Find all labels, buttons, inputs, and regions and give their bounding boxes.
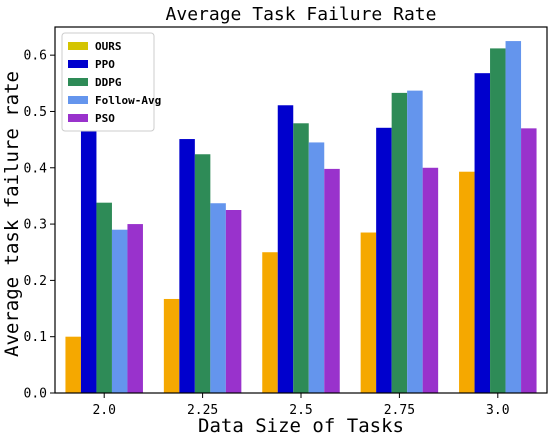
bar-ddpg-0 (96, 202, 112, 393)
bar-ppo-0 (80, 121, 97, 393)
plot-area: 0.0 0.1 0.2 0.3 0.4 0.5 0.6 2.0 2.25 2.5 2.75 3.0 (24, 26, 548, 418)
x-tick-label: 2.75 (384, 403, 415, 418)
legend-label: PSO (95, 112, 115, 125)
bar-ddpg-3 (391, 92, 408, 393)
bar-ppo-2 (277, 105, 294, 393)
y-tick-label: 0.2 (24, 274, 47, 289)
x-tick-label: 2.0 (92, 403, 115, 418)
bar-ddpg-1 (194, 154, 211, 393)
y-tick-label: 0.0 (24, 387, 47, 402)
legend-swatch (68, 114, 88, 122)
legend-label: Follow-Avg (95, 94, 161, 107)
bar-ppo-4 (474, 73, 491, 394)
y-tick-label: 0.5 (24, 105, 47, 120)
x-tick-label: 2.5 (289, 403, 312, 418)
bar-follow-avg-0 (111, 229, 128, 393)
legend-swatch (68, 78, 88, 86)
legend-label: PPO (95, 58, 115, 71)
bar-pso-4 (521, 128, 537, 393)
bar-ppo-1 (179, 139, 195, 393)
chart-title: Average Task Failure Rate (166, 4, 437, 25)
y-axis-title: Average task failure rate (1, 71, 23, 357)
bar-ppo-3 (376, 127, 392, 393)
bar-follow-avg-1 (210, 203, 226, 393)
legend-swatch (68, 96, 88, 104)
y-tick-label: 0.1 (24, 330, 47, 345)
bar-pso-2 (324, 168, 340, 393)
bar-pso-3 (422, 167, 439, 393)
bar-follow-avg-3 (407, 90, 423, 394)
bar-follow-avg-4 (505, 41, 522, 393)
legend-swatch (68, 42, 88, 50)
bar-ours-0 (65, 336, 81, 393)
y-tick-label: 0.4 (24, 161, 48, 176)
legend-label: OURS (95, 40, 122, 53)
bar-pso-1 (225, 210, 242, 393)
bar-ddpg-2 (293, 123, 309, 393)
bar-ours-1 (163, 298, 180, 393)
legend-box (61, 32, 155, 132)
x-tick-label: 3.0 (486, 403, 509, 418)
bar-ours-3 (360, 232, 377, 393)
legend: OURS PPO DDPG Follow-Avg PSO (61, 32, 161, 132)
x-axis-title: Data Size of Tasks (198, 415, 404, 437)
bar-ours-2 (262, 252, 278, 393)
x-tick-label: 2.25 (187, 403, 218, 418)
y-tick-label: 0.6 (24, 49, 47, 64)
legend-label: DDPG (95, 76, 122, 89)
y-tick-label: 0.3 (24, 218, 47, 233)
legend-swatch (68, 60, 88, 68)
bar-follow-avg-2 (308, 142, 325, 393)
bar-pso-0 (127, 224, 143, 393)
bar-ours-4 (459, 171, 475, 393)
bar-ddpg-4 (490, 48, 506, 394)
